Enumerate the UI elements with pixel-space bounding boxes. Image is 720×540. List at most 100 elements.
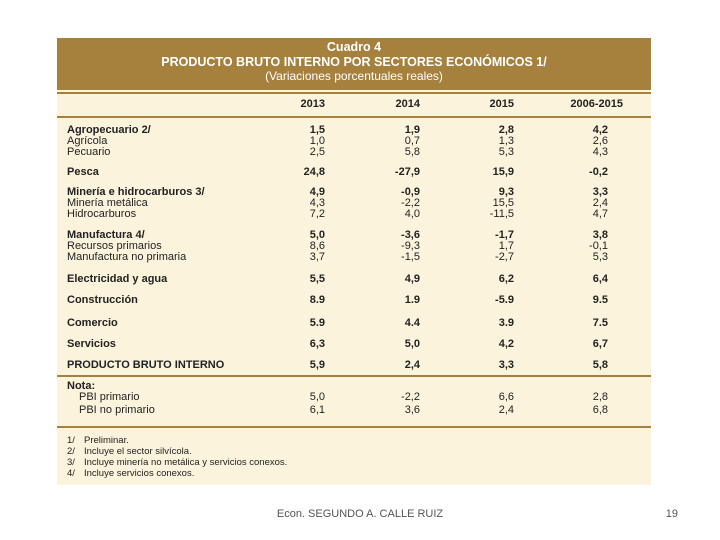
row-value: 2,8 bbox=[592, 391, 608, 403]
table-row: Hidrocarburos 7,2 4,0 -11,5 4,7 bbox=[57, 208, 651, 220]
table-row: Construcción 8.9 1.9 -5.9 9.5 bbox=[57, 294, 651, 306]
row-value: 3,8 bbox=[592, 229, 608, 241]
row-value: 15,5 bbox=[492, 197, 514, 209]
row-value: 7.5 bbox=[592, 317, 608, 329]
footer-author: Econ. SEGUNDO A. CALLE RUIZ bbox=[276, 508, 444, 520]
table-units-note: (Variaciones porcentuales reales) bbox=[265, 69, 443, 83]
table-header: Cuadro 4 PRODUCTO BRUTO INTERNO POR SECT… bbox=[57, 38, 651, 90]
row-value: -1,7 bbox=[495, 229, 514, 241]
row-value: -2,2 bbox=[401, 197, 420, 209]
row-value: 4,3 bbox=[592, 146, 608, 158]
table-row: PBI no primario 6,1 3,6 2,4 6,8 bbox=[57, 404, 651, 416]
row-value: 6,7 bbox=[592, 338, 608, 350]
row-value: 9.5 bbox=[592, 294, 608, 306]
row-value: 1,9 bbox=[404, 124, 420, 136]
footnote: 3/Incluye minería no metálica y servicio… bbox=[67, 458, 287, 468]
table-row: PRODUCTO BRUTO INTERNO 5,9 2,4 3,3 5,8 bbox=[57, 359, 651, 371]
row-label: Pesca bbox=[67, 166, 99, 178]
row-value: -5.9 bbox=[495, 294, 514, 306]
row-value: 3,7 bbox=[309, 251, 325, 263]
row-value: 1,7 bbox=[498, 240, 514, 252]
row-value: 4,2 bbox=[498, 338, 514, 350]
row-label: Minería metálica bbox=[67, 197, 148, 209]
row-value: 2,5 bbox=[309, 146, 325, 158]
footnote-text: Incluye minería no metálica y servicios … bbox=[84, 457, 288, 468]
row-value: 5,0 bbox=[309, 229, 325, 241]
footnote-number: 3/ bbox=[67, 457, 75, 468]
row-label: Manufactura no primaria bbox=[67, 251, 187, 263]
column-header: 2014 bbox=[395, 98, 420, 110]
footnote: 1/Preliminar. bbox=[67, 436, 129, 446]
row-value: -27,9 bbox=[394, 166, 420, 178]
footnote: 4/Incluye servicios conexos. bbox=[67, 469, 194, 479]
page-number: 19 bbox=[665, 508, 678, 520]
row-label: Hidrocarburos bbox=[67, 208, 137, 220]
row-value: 6,6 bbox=[498, 391, 514, 403]
row-value: 5,0 bbox=[309, 391, 325, 403]
row-value: 1,0 bbox=[309, 135, 325, 147]
row-value: 0,7 bbox=[404, 135, 420, 147]
row-value: -2,2 bbox=[401, 391, 420, 403]
row-value: -2,7 bbox=[495, 251, 514, 263]
row-value: 3.9 bbox=[498, 317, 514, 329]
row-value: 7,2 bbox=[309, 208, 325, 220]
table-title: Cuadro 4 bbox=[326, 40, 382, 54]
row-value: 4,7 bbox=[592, 208, 608, 220]
column-header: 2013 bbox=[300, 98, 325, 110]
row-value: 8,6 bbox=[309, 240, 325, 252]
row-value: 3,3 bbox=[498, 359, 514, 371]
footnote-number: 2/ bbox=[67, 446, 75, 457]
row-label: Pecuario bbox=[67, 146, 111, 158]
row-value: 1.9 bbox=[404, 294, 420, 306]
row-value: -0,9 bbox=[401, 186, 420, 198]
table-row: PBI primario 5,0 -2,2 6,6 2,8 bbox=[57, 391, 651, 403]
footnote-text: Incluye servicios conexos. bbox=[84, 468, 195, 479]
footnote-text: Preliminar. bbox=[84, 435, 129, 446]
footnote-number: 1/ bbox=[67, 435, 75, 446]
row-value: 5,5 bbox=[309, 273, 325, 285]
row-label: Electricidad y agua bbox=[67, 273, 168, 285]
row-value: 1,3 bbox=[498, 135, 514, 147]
table-row: Minería metálica 4,3 -2,2 15,5 2,4 bbox=[57, 197, 651, 209]
footnote-text: Incluye el sector silvícola. bbox=[84, 446, 192, 457]
row-value: 5,3 bbox=[498, 146, 514, 158]
header-rule bbox=[57, 92, 651, 94]
table-row: Manufactura no primaria 3,7 -1,5 -2,7 5,… bbox=[57, 251, 651, 263]
row-value: 6,8 bbox=[592, 404, 608, 416]
row-value: 5,3 bbox=[592, 251, 608, 263]
row-value: 5,8 bbox=[592, 359, 608, 371]
row-value: 3,6 bbox=[404, 404, 420, 416]
row-value: 4.4 bbox=[404, 317, 420, 329]
row-label: Minería e hidrocarburos 3/ bbox=[67, 186, 205, 198]
row-value: 4,0 bbox=[404, 208, 420, 220]
row-label: Agropecuario 2/ bbox=[67, 124, 151, 136]
note-heading: Nota: bbox=[67, 380, 96, 392]
table-row: Pesca 24,8 -27,9 15,9 -0,2 bbox=[57, 166, 651, 178]
table-row: Recursos primarios 8,6 -9,3 1,7 -0,1 bbox=[57, 240, 651, 252]
row-label: Agrícola bbox=[67, 135, 108, 147]
table-row: Pecuario 2,5 5,8 5,3 4,3 bbox=[57, 146, 651, 158]
row-value: 5,0 bbox=[404, 338, 420, 350]
table-row: Agropecuario 2/ 1,5 1,9 2,8 4,2 bbox=[57, 124, 651, 136]
footnote: 2/Incluye el sector silvícola. bbox=[67, 447, 192, 457]
table-card: Cuadro 4 PRODUCTO BRUTO INTERNO POR SECT… bbox=[57, 38, 651, 485]
columns-rule bbox=[57, 116, 651, 118]
row-label: Construcción bbox=[67, 294, 138, 306]
row-value: -0,1 bbox=[589, 240, 608, 252]
row-value: -1,5 bbox=[401, 251, 420, 263]
row-value: 15,9 bbox=[492, 166, 514, 178]
table-subtitle: PRODUCTO BRUTO INTERNO POR SECTORES ECON… bbox=[161, 55, 547, 69]
row-value: 1,5 bbox=[309, 124, 325, 136]
row-label: Comercio bbox=[67, 317, 118, 329]
row-value: 5.9 bbox=[309, 317, 325, 329]
row-value: 6,3 bbox=[309, 338, 325, 350]
row-value: 8.9 bbox=[309, 294, 325, 306]
table-row: Electricidad y agua 5,5 4,9 6,2 6,4 bbox=[57, 273, 651, 285]
row-value: 2,4 bbox=[498, 404, 514, 416]
row-value: -0,2 bbox=[589, 166, 608, 178]
table-row: Servicios 6,3 5,0 4,2 6,7 bbox=[57, 338, 651, 350]
row-value: 3,3 bbox=[592, 186, 608, 198]
row-value: 6,1 bbox=[309, 404, 325, 416]
table-row: Minería e hidrocarburos 3/ 4,9 -0,9 9,3 … bbox=[57, 186, 651, 198]
row-value: -9,3 bbox=[401, 240, 420, 252]
